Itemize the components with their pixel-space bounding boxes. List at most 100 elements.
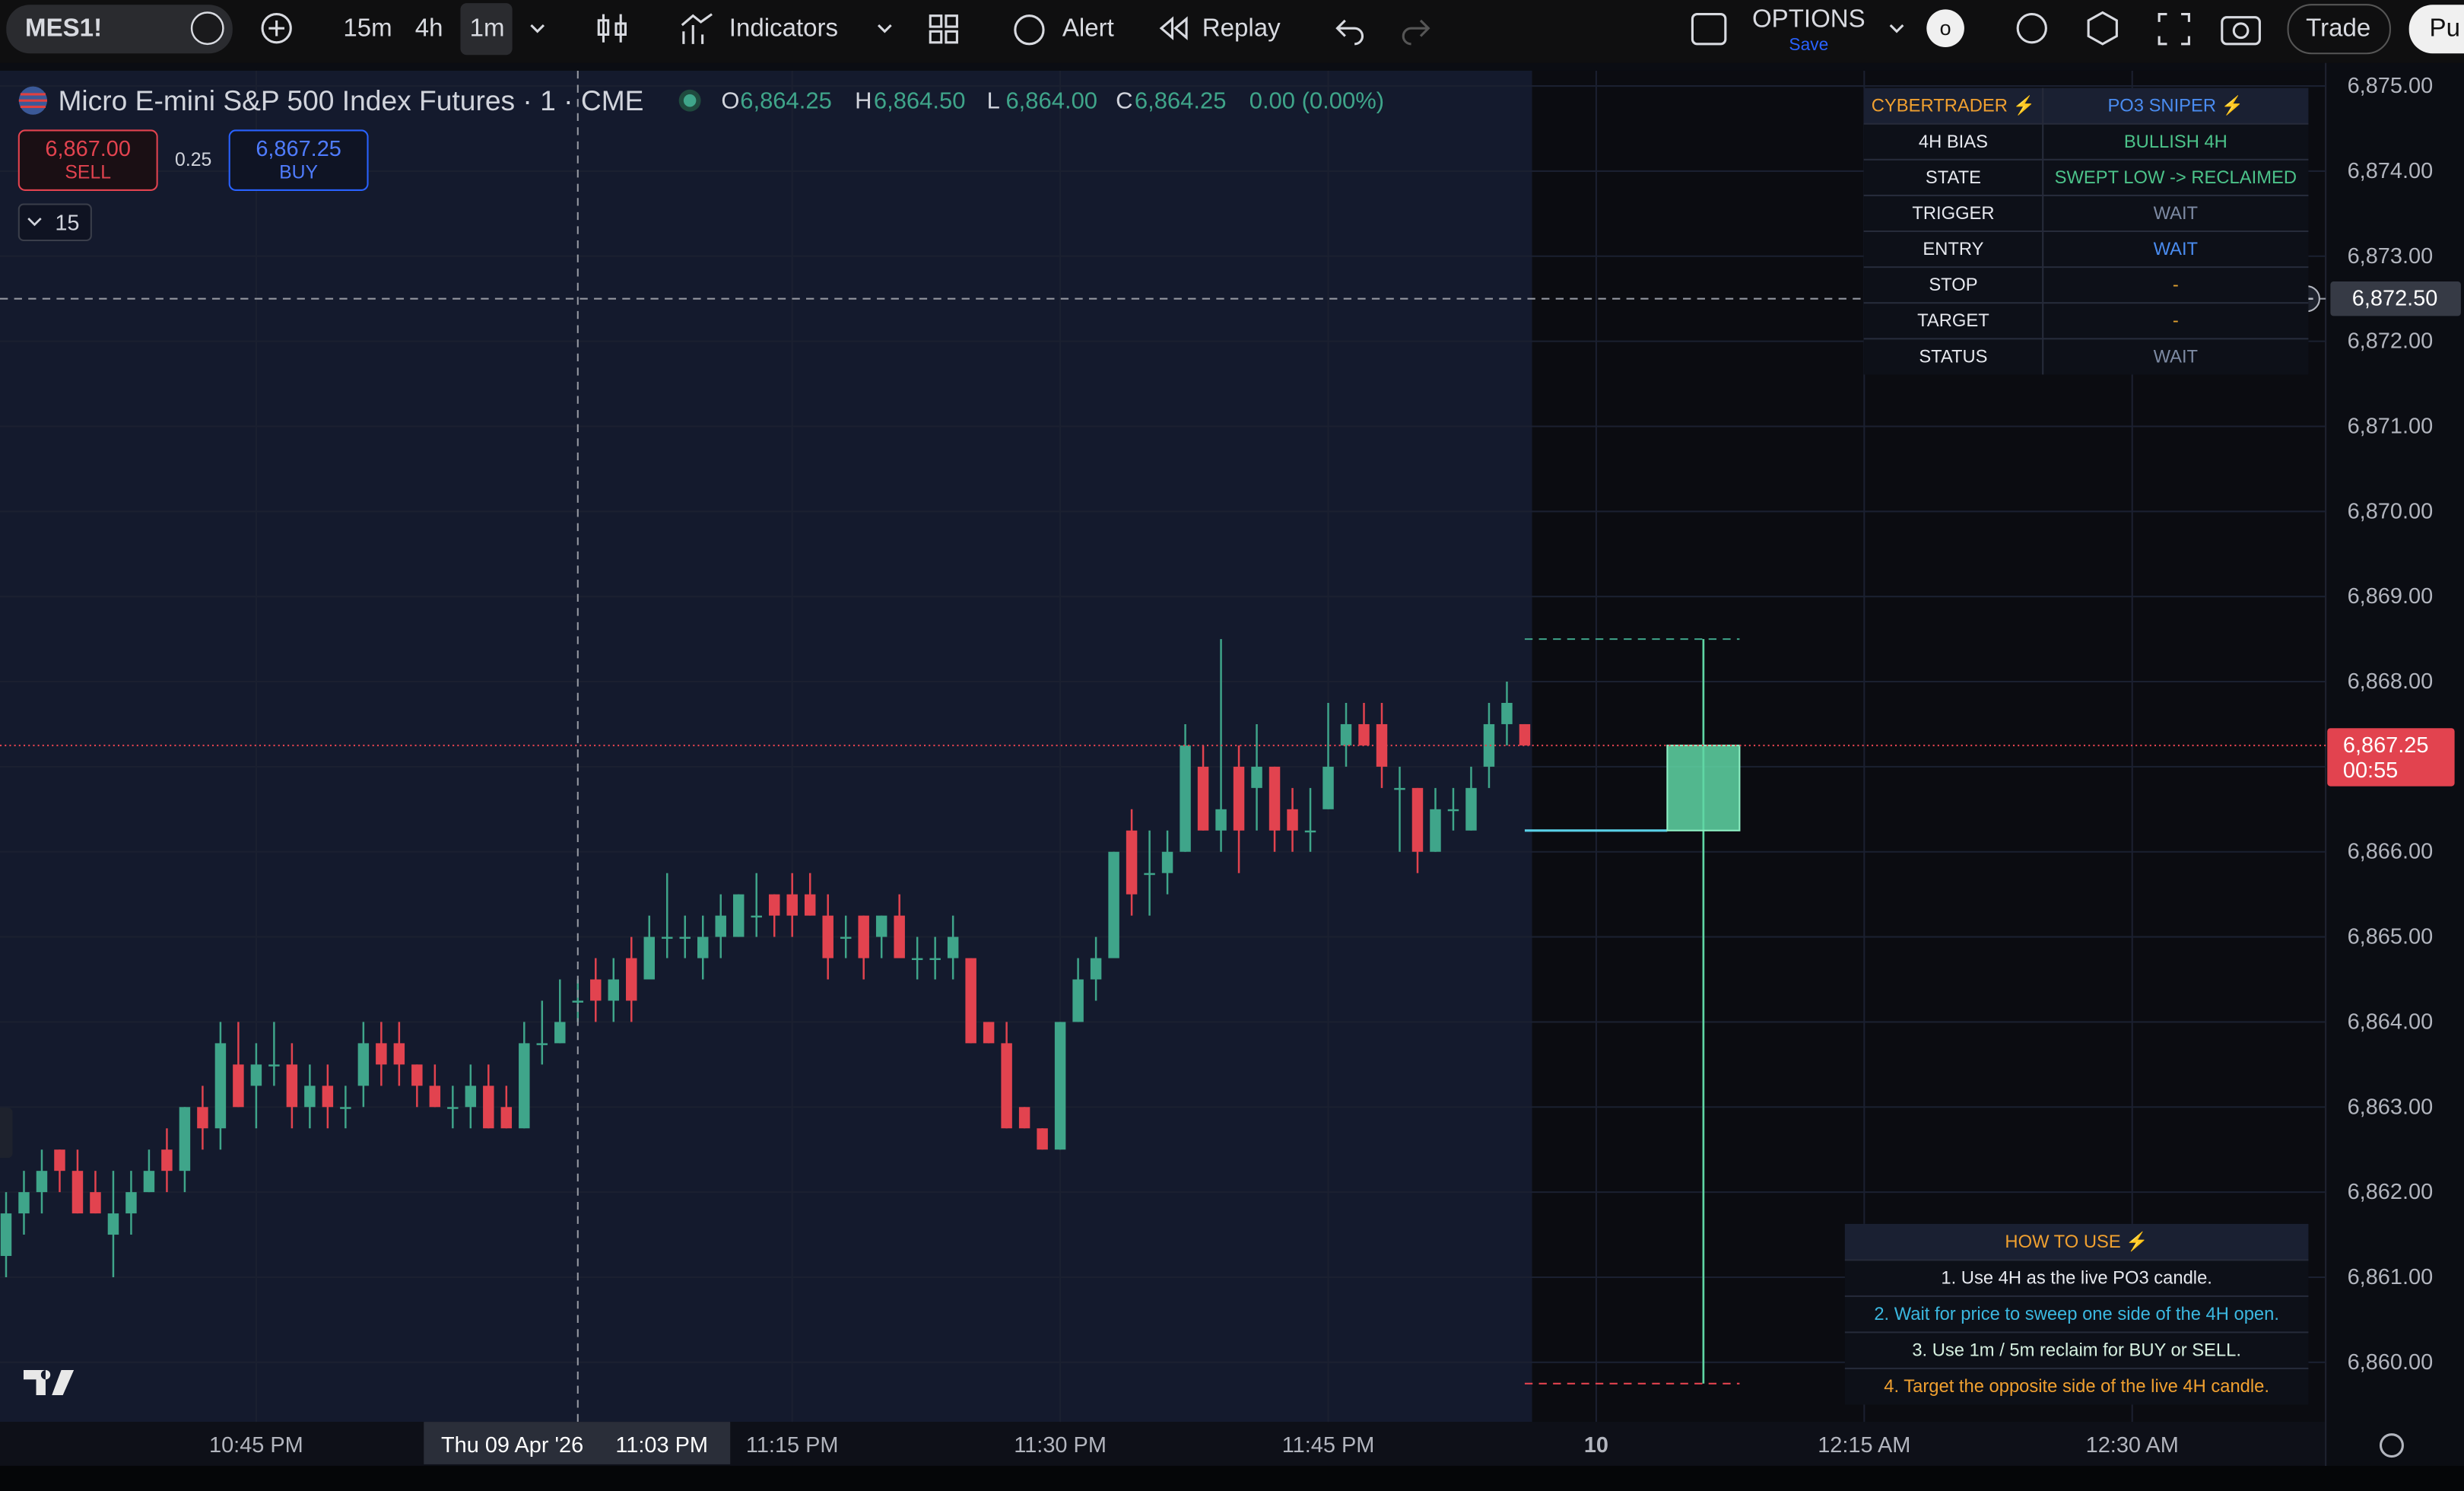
candle-body — [1037, 1128, 1048, 1150]
flag-stripes — [18, 93, 47, 108]
how-to-header-bg — [1844, 1223, 2309, 1261]
table-header: CYBERTRADER ⚡ — [1872, 95, 2035, 116]
y-tick-label: 6,861.00 — [2348, 1265, 2434, 1289]
volume-toggle[interactable] — [17, 203, 92, 242]
buy-button[interactable] — [228, 129, 369, 191]
symbol-search[interactable] — [6, 5, 233, 54]
ohlc-value: 6,864.25 — [740, 87, 832, 114]
candle-body — [233, 1064, 244, 1108]
row-label: TARGET — [1917, 310, 1989, 331]
candle-body — [447, 1107, 459, 1109]
x-tick-label: 10:45 PM — [209, 1433, 303, 1458]
candle-body — [822, 915, 834, 958]
candle-body — [1197, 766, 1209, 831]
indicators-menu[interactable] — [877, 24, 892, 33]
avatar-letter: o — [1940, 17, 1951, 40]
candle-body — [1108, 851, 1119, 958]
candle-body — [1447, 809, 1459, 812]
settings-button[interactable] — [2087, 11, 2118, 46]
candle-body — [143, 1171, 155, 1193]
save-button[interactable]: Save — [1789, 34, 1828, 54]
fullscreen-button[interactable] — [2158, 13, 2190, 46]
layouts-button[interactable] — [929, 14, 958, 44]
countdown: 00:55 — [2343, 758, 2398, 783]
candle-body — [715, 915, 726, 937]
chart-type-button[interactable] — [597, 14, 627, 43]
crosshair-price-label: 6,872.50 — [2352, 287, 2438, 311]
candle-body — [1269, 766, 1281, 831]
snapshot-button[interactable] — [2221, 16, 2261, 46]
candle-body — [1287, 809, 1298, 831]
layout-icon[interactable] — [1691, 13, 1727, 46]
session-shade — [0, 70, 1532, 1423]
axis-settings[interactable] — [2379, 1433, 2404, 1458]
bottom-bar — [0, 1465, 2464, 1491]
interval[interactable]: 4h — [415, 14, 443, 43]
candle-body — [376, 1043, 387, 1065]
chevron — [27, 218, 42, 227]
candle-body — [214, 1043, 227, 1129]
how-to-step: 4. Target the opposite side of the live … — [1884, 1376, 2269, 1397]
ohlc-value: 6,864.50 — [874, 87, 966, 114]
interval[interactable]: 15m — [343, 14, 392, 43]
candle-body — [1054, 1022, 1066, 1150]
candle-body — [179, 1107, 191, 1172]
ohlc-key: C — [1116, 87, 1132, 114]
candle-body — [161, 1149, 173, 1172]
interval-menu[interactable] — [530, 24, 545, 33]
row-label: TRIGGER — [1912, 203, 1994, 224]
sell-button[interactable] — [17, 129, 158, 191]
ohlc-key: L — [987, 87, 1000, 114]
compare-button[interactable] — [261, 13, 292, 44]
candle-body — [643, 936, 655, 980]
layout-menu[interactable] — [1889, 24, 1904, 33]
candle-body — [0, 1213, 12, 1257]
symbol[interactable]: MES1! — [25, 14, 102, 43]
candle-body — [71, 1171, 84, 1214]
po3-body — [1666, 744, 1741, 831]
y-tick-label: 6,863.00 — [2348, 1095, 2434, 1119]
side-handle[interactable] — [0, 1108, 13, 1159]
y-tick-label: 6,860.00 — [2348, 1350, 2434, 1375]
redo-button[interactable] — [1402, 19, 1430, 46]
time-axis — [0, 1422, 2326, 1466]
crosshair-time: 11:03 PM — [615, 1433, 708, 1458]
candle-body — [197, 1107, 208, 1129]
candle-body — [804, 894, 816, 916]
row-value: - — [2173, 310, 2179, 331]
indicators-button[interactable]: Indicators — [729, 14, 838, 43]
undo-button[interactable] — [1335, 19, 1364, 46]
interval[interactable]: 1m — [470, 14, 505, 43]
market-status-dot — [683, 94, 697, 107]
replay-button[interactable]: Replay — [1202, 14, 1281, 43]
candle-body — [1340, 723, 1352, 746]
candle-body — [1358, 723, 1370, 746]
row-value: WAIT — [2154, 346, 2198, 367]
publish-button[interactable] — [2408, 5, 2464, 54]
candle-body — [1411, 787, 1424, 852]
candle-body — [1018, 1107, 1030, 1129]
how-to-panel: HOW TO USE ⚡ 1. Use 4H as the live PO3 ca… — [1844, 1223, 2309, 1405]
row-label: STATE — [1926, 167, 1981, 188]
candle-body — [1519, 723, 1531, 746]
candle-body — [1322, 766, 1334, 809]
candle-body — [322, 1086, 334, 1108]
candle-body — [1501, 702, 1513, 724]
candle-body — [536, 1043, 548, 1045]
quick-search[interactable] — [2016, 13, 2047, 44]
change: 0.00 (0.00%) — [1249, 87, 1384, 114]
candle-body — [1090, 958, 1102, 980]
candle-body — [268, 1064, 280, 1067]
candle-body — [894, 915, 905, 958]
row-label: STOP — [1929, 275, 1977, 295]
x-tick-label: 11:30 PM — [1014, 1433, 1107, 1458]
row-value: - — [2173, 275, 2179, 295]
layout-name[interactable]: OPTIONS — [1752, 5, 1865, 33]
alert-button[interactable]: Alert — [1062, 14, 1114, 43]
avatar[interactable] — [1926, 9, 1964, 47]
last-price-badge — [2327, 728, 2455, 787]
status-table: CYBERTRADER ⚡ PO3 SNIPER ⚡ 4H BIAS BULLISH … — [1863, 87, 2309, 375]
trade-button[interactable] — [2287, 4, 2391, 55]
symbol-icon[interactable] — [190, 11, 224, 46]
